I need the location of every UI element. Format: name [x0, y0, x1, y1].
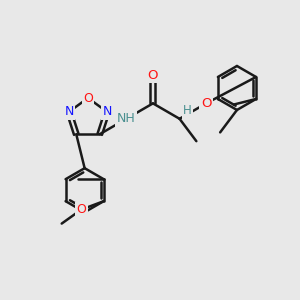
Text: O: O — [83, 92, 93, 104]
Text: N: N — [102, 105, 112, 118]
Text: N: N — [64, 105, 74, 118]
Text: H: H — [183, 104, 192, 117]
Text: O: O — [76, 203, 86, 216]
Text: O: O — [201, 97, 211, 110]
Text: NH: NH — [117, 112, 136, 125]
Text: O: O — [148, 69, 158, 82]
